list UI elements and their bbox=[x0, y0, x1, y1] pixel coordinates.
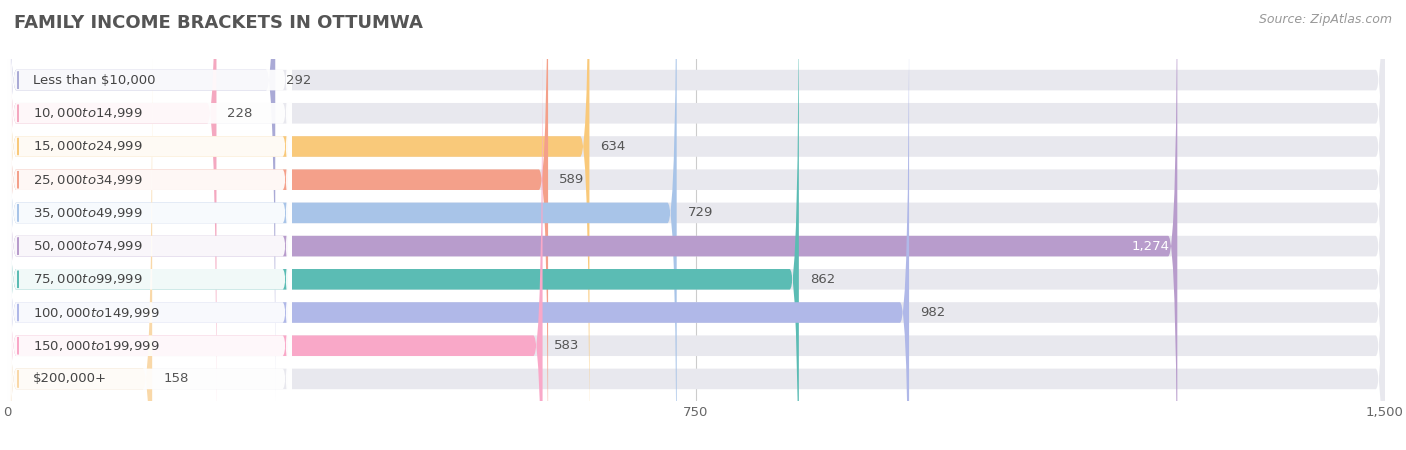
Text: 292: 292 bbox=[287, 74, 312, 86]
FancyBboxPatch shape bbox=[7, 24, 292, 450]
FancyBboxPatch shape bbox=[7, 0, 1385, 450]
FancyBboxPatch shape bbox=[7, 0, 292, 450]
Text: $10,000 to $14,999: $10,000 to $14,999 bbox=[32, 106, 142, 120]
FancyBboxPatch shape bbox=[7, 0, 1177, 450]
FancyBboxPatch shape bbox=[7, 57, 292, 450]
Text: $100,000 to $149,999: $100,000 to $149,999 bbox=[32, 306, 159, 320]
Text: 634: 634 bbox=[600, 140, 626, 153]
FancyBboxPatch shape bbox=[7, 57, 152, 450]
FancyBboxPatch shape bbox=[7, 0, 1385, 450]
Text: $200,000+: $200,000+ bbox=[32, 373, 107, 385]
Text: 589: 589 bbox=[560, 173, 585, 186]
Text: 1,274: 1,274 bbox=[1132, 239, 1170, 252]
Text: 862: 862 bbox=[810, 273, 835, 286]
Text: 729: 729 bbox=[688, 207, 713, 220]
Text: Less than $10,000: Less than $10,000 bbox=[32, 74, 155, 86]
Text: 982: 982 bbox=[920, 306, 945, 319]
Text: FAMILY INCOME BRACKETS IN OTTUMWA: FAMILY INCOME BRACKETS IN OTTUMWA bbox=[14, 14, 423, 32]
Text: $25,000 to $34,999: $25,000 to $34,999 bbox=[32, 173, 142, 187]
FancyBboxPatch shape bbox=[7, 57, 1385, 450]
FancyBboxPatch shape bbox=[7, 0, 799, 450]
Text: $35,000 to $49,999: $35,000 to $49,999 bbox=[32, 206, 142, 220]
Text: Source: ZipAtlas.com: Source: ZipAtlas.com bbox=[1258, 14, 1392, 27]
Text: 583: 583 bbox=[554, 339, 579, 352]
FancyBboxPatch shape bbox=[7, 0, 292, 450]
Text: $15,000 to $24,999: $15,000 to $24,999 bbox=[32, 140, 142, 153]
FancyBboxPatch shape bbox=[7, 0, 1385, 435]
FancyBboxPatch shape bbox=[7, 0, 276, 402]
FancyBboxPatch shape bbox=[7, 24, 1385, 450]
FancyBboxPatch shape bbox=[7, 0, 292, 435]
Text: $150,000 to $199,999: $150,000 to $199,999 bbox=[32, 339, 159, 353]
FancyBboxPatch shape bbox=[7, 0, 589, 450]
FancyBboxPatch shape bbox=[7, 0, 910, 450]
FancyBboxPatch shape bbox=[7, 0, 292, 450]
Text: 158: 158 bbox=[163, 373, 188, 385]
Text: 228: 228 bbox=[228, 107, 253, 120]
Text: $75,000 to $99,999: $75,000 to $99,999 bbox=[32, 272, 142, 286]
FancyBboxPatch shape bbox=[7, 0, 1385, 450]
FancyBboxPatch shape bbox=[7, 0, 292, 450]
FancyBboxPatch shape bbox=[7, 0, 676, 450]
FancyBboxPatch shape bbox=[7, 0, 1385, 450]
FancyBboxPatch shape bbox=[7, 0, 1385, 402]
FancyBboxPatch shape bbox=[7, 24, 543, 450]
FancyBboxPatch shape bbox=[7, 0, 217, 435]
FancyBboxPatch shape bbox=[7, 0, 1385, 450]
FancyBboxPatch shape bbox=[7, 0, 292, 450]
Text: $50,000 to $74,999: $50,000 to $74,999 bbox=[32, 239, 142, 253]
FancyBboxPatch shape bbox=[7, 0, 1385, 450]
FancyBboxPatch shape bbox=[7, 0, 292, 450]
FancyBboxPatch shape bbox=[7, 0, 548, 450]
FancyBboxPatch shape bbox=[7, 0, 292, 402]
